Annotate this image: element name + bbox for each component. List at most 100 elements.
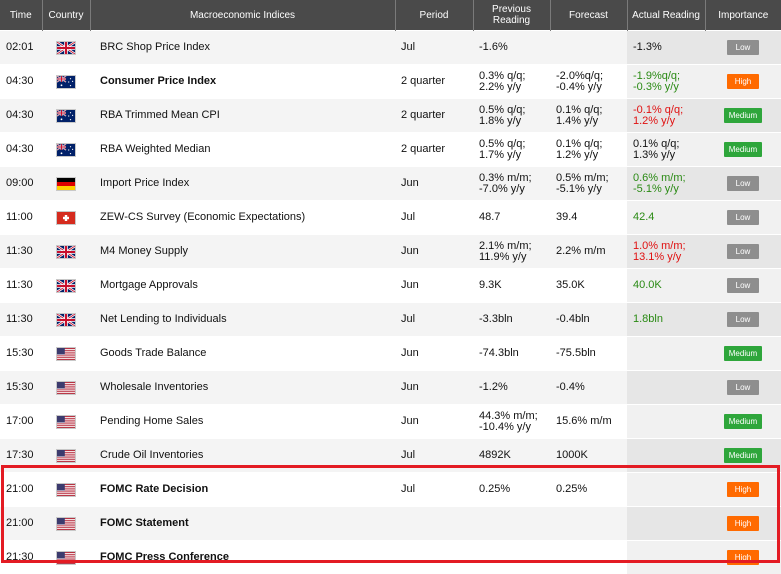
period-cell: Jul xyxy=(395,201,473,235)
previous-cell: 44.3% m/m;-10.4% y/y xyxy=(473,405,550,439)
us-flag-icon xyxy=(56,381,76,395)
value-line: -7.0% y/y xyxy=(479,184,550,195)
header-period[interactable]: Period xyxy=(395,0,473,31)
importance-cell: High xyxy=(705,507,781,541)
us-flag-icon xyxy=(56,449,76,463)
value-line: 1.8bln xyxy=(633,314,705,325)
us-flag-icon xyxy=(56,483,76,497)
indicator-cell[interactable]: BRC Shop Price Index xyxy=(90,31,395,65)
indicator-cell[interactable]: FOMC Rate Decision xyxy=(90,473,395,507)
indicator-cell[interactable]: Consumer Price Index xyxy=(90,65,395,99)
value-line: 0.3% q/q; xyxy=(479,71,550,82)
previous-cell xyxy=(473,541,550,574)
forecast-cell: 35.0K xyxy=(550,269,627,303)
header-actual[interactable]: Actual Reading xyxy=(627,0,705,31)
value-line: -10.4% y/y xyxy=(479,422,550,433)
indicator-cell[interactable]: RBA Weighted Median xyxy=(90,133,395,167)
us-flag-icon xyxy=(56,347,76,361)
header-importance[interactable]: Importance xyxy=(705,0,781,31)
value-line: 15.6% m/m xyxy=(556,416,627,427)
time-cell: 11:30 xyxy=(0,303,42,337)
value-line: 9.3K xyxy=(479,280,550,291)
time-cell: 04:30 xyxy=(0,133,42,167)
country-cell xyxy=(42,235,90,269)
indicator-cell[interactable]: ZEW-CS Survey (Economic Expectations) xyxy=(90,201,395,235)
value-line: -0.4% xyxy=(556,382,627,393)
period-cell: 2 quarter xyxy=(395,65,473,99)
indicator-cell[interactable]: Pending Home Sales xyxy=(90,405,395,439)
actual-cell: 1.8bln xyxy=(627,303,705,337)
period-cell xyxy=(395,541,473,574)
importance-cell: Medium xyxy=(705,133,781,167)
country-cell xyxy=(42,31,90,65)
period-cell: Jun xyxy=(395,371,473,405)
value-line: 0.6% m/m; xyxy=(633,173,705,184)
importance-badge: Medium xyxy=(724,142,762,157)
time-cell: 21:00 xyxy=(0,507,42,541)
value-line: 35.0K xyxy=(556,280,627,291)
header-time[interactable]: Time xyxy=(0,0,42,31)
header-previous[interactable]: Previous Reading xyxy=(473,0,550,31)
indicator-cell[interactable]: FOMC Statement xyxy=(90,507,395,541)
indicator-cell[interactable]: Net Lending to Individuals xyxy=(90,303,395,337)
value-line: 0.1% q/q; xyxy=(633,139,705,150)
importance-badge: Medium xyxy=(724,448,762,463)
value-line: -1.6% xyxy=(479,42,550,53)
actual-cell: -1.3% xyxy=(627,31,705,65)
country-cell xyxy=(42,65,90,99)
indicator-cell[interactable]: Import Price Index xyxy=(90,167,395,201)
header-indicator[interactable]: Macroeconomic Indices xyxy=(90,0,395,31)
country-cell xyxy=(42,303,90,337)
header-forecast[interactable]: Forecast xyxy=(550,0,627,31)
uk-flag-icon xyxy=(56,313,76,327)
actual-cell xyxy=(627,541,705,574)
previous-cell: -74.3bln xyxy=(473,337,550,371)
period-cell: Jun xyxy=(395,269,473,303)
value-line: 1.4% y/y xyxy=(556,116,627,127)
indicator-cell[interactable]: Crude Oil Inventories xyxy=(90,439,395,473)
country-cell xyxy=(42,405,90,439)
importance-badge: Medium xyxy=(724,414,762,429)
time-cell: 11:30 xyxy=(0,269,42,303)
actual-cell: -0.1% q/q;1.2% y/y xyxy=(627,99,705,133)
header-country[interactable]: Country xyxy=(42,0,90,31)
indicator-cell[interactable]: FOMC Press Conference xyxy=(90,541,395,574)
period-cell: Jun xyxy=(395,235,473,269)
importance-cell: Medium xyxy=(705,99,781,133)
forecast-cell: 2.2% m/m xyxy=(550,235,627,269)
indicator-cell[interactable]: M4 Money Supply xyxy=(90,235,395,269)
table-header: Time Country Macroeconomic Indices Perio… xyxy=(0,0,781,31)
country-cell xyxy=(42,133,90,167)
importance-badge: Medium xyxy=(724,108,762,123)
value-line: 39.4 xyxy=(556,212,627,223)
value-line: -3.3bln xyxy=(479,314,550,325)
indicator-cell[interactable]: RBA Trimmed Mean CPI xyxy=(90,99,395,133)
previous-cell: -1.2% xyxy=(473,371,550,405)
value-line: 1.2% y/y xyxy=(633,116,705,127)
period-cell: Jul xyxy=(395,31,473,65)
indicator-cell[interactable]: Goods Trade Balance xyxy=(90,337,395,371)
table-row[interactable]: 21:00 FOMC Statement High xyxy=(0,507,781,541)
previous-cell: -1.6% xyxy=(473,31,550,65)
period-cell: Jun xyxy=(395,167,473,201)
value-line: 2.2% m/m xyxy=(556,246,627,257)
importance-cell: Low xyxy=(705,201,781,235)
indicator-cell[interactable]: Wholesale Inventories xyxy=(90,371,395,405)
indicator-cell[interactable]: Mortgage Approvals xyxy=(90,269,395,303)
previous-cell: 0.3% m/m;-7.0% y/y xyxy=(473,167,550,201)
